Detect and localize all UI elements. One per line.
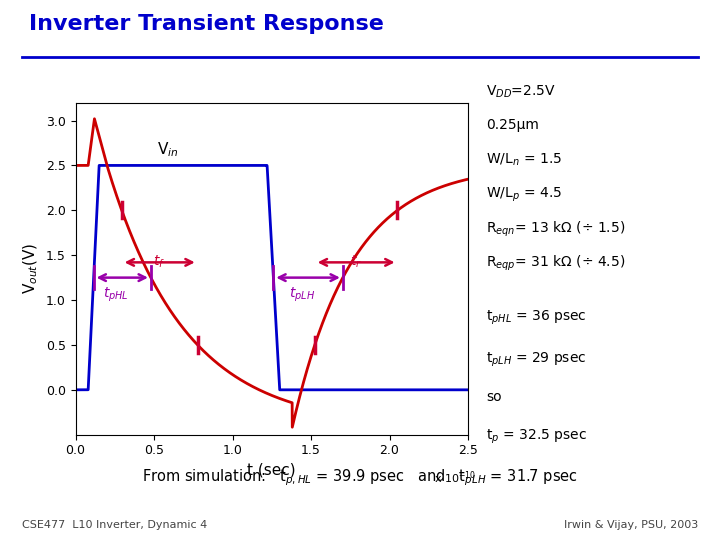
- Text: $t_{pLH}$: $t_{pLH}$: [289, 286, 315, 304]
- Text: x 10$^{-10}$: x 10$^{-10}$: [433, 470, 476, 486]
- Text: t$_p$ = 32.5 psec: t$_p$ = 32.5 psec: [486, 427, 588, 446]
- Text: R$_{eqp}$= 31 kΩ (÷ 4.5): R$_{eqp}$= 31 kΩ (÷ 4.5): [486, 254, 626, 273]
- Y-axis label: V$_{out}$(V): V$_{out}$(V): [22, 243, 40, 294]
- Text: W/L$_n$ = 1.5: W/L$_n$ = 1.5: [486, 152, 562, 168]
- Text: Inverter Transient Response: Inverter Transient Response: [29, 14, 384, 33]
- Text: Irwin & Vijay, PSU, 2003: Irwin & Vijay, PSU, 2003: [564, 520, 698, 530]
- X-axis label: t (sec): t (sec): [248, 463, 296, 478]
- Text: CSE477  L10 Inverter, Dynamic 4: CSE477 L10 Inverter, Dynamic 4: [22, 520, 207, 530]
- Text: R$_{eqn}$= 13 kΩ (÷ 1.5): R$_{eqn}$= 13 kΩ (÷ 1.5): [486, 220, 626, 239]
- Text: $t_{pHL}$: $t_{pHL}$: [104, 286, 129, 304]
- Text: t$_{pLH}$ = 29 psec: t$_{pLH}$ = 29 psec: [486, 351, 587, 369]
- Text: $t_f$: $t_f$: [153, 254, 166, 271]
- Text: 0.25μm: 0.25μm: [486, 118, 539, 132]
- Text: $t_r$: $t_r$: [350, 254, 361, 271]
- Text: so: so: [486, 390, 502, 404]
- Text: From simulation:   t$_{p,HL}$ = 39.9 psec   and   t$_{pLH}$ = 31.7 psec: From simulation: t$_{p,HL}$ = 39.9 psec …: [142, 468, 578, 488]
- Text: W/L$_p$ = 4.5: W/L$_p$ = 4.5: [486, 186, 562, 204]
- Text: t$_{pHL}$ = 36 psec: t$_{pHL}$ = 36 psec: [486, 308, 587, 327]
- Text: V$_{in}$: V$_{in}$: [157, 140, 179, 159]
- Text: V$_{DD}$=2.5V: V$_{DD}$=2.5V: [486, 84, 556, 100]
